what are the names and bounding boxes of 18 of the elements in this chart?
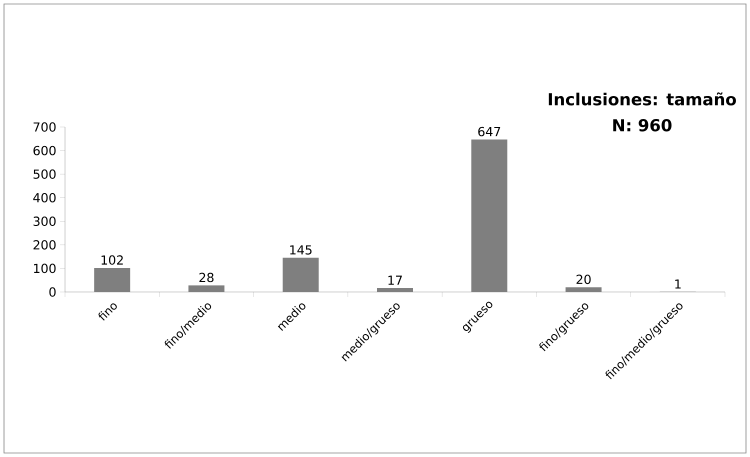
data-label: 647: [478, 126, 500, 136]
y-tick-label: 0: [49, 287, 56, 297]
data-label: 28: [199, 272, 214, 282]
y-tick-label: 700: [34, 122, 56, 132]
chart-title: Inclusiones: tamaño: [548, 92, 736, 106]
chart-subtitle: N: 960: [613, 118, 672, 132]
y-tick-label: 100: [34, 264, 56, 274]
x-tick-label: fino: [98, 303, 117, 321]
data-label: 102: [102, 255, 123, 265]
data-label: 1: [675, 279, 681, 289]
data-label: 17: [388, 276, 402, 285]
data-label: 20: [576, 274, 591, 284]
y-tick-label: 200: [34, 240, 56, 250]
y-tick-label: 500: [34, 169, 56, 179]
y-tick-label: 600: [33, 146, 56, 156]
y-tick-label: 400: [33, 192, 56, 202]
data-label: 145: [290, 245, 312, 255]
y-tick-label: 300: [34, 216, 56, 226]
